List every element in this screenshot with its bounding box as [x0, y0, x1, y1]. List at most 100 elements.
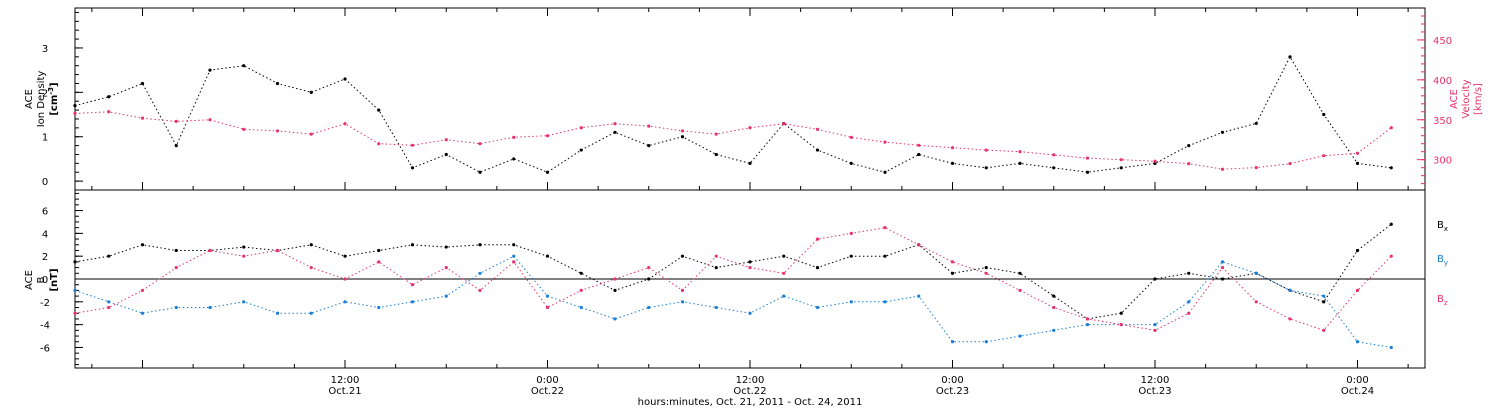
by-series-point [140, 311, 145, 315]
x-tick-time-label: 12:00 [331, 375, 360, 386]
by-series-point [984, 340, 988, 344]
bz-series [73, 226, 1393, 332]
bx-series-point [1119, 311, 1123, 315]
by-series-point [1085, 323, 1090, 327]
by-series-point [107, 300, 111, 304]
legend-bz: Bz [1437, 294, 1448, 307]
by-series-point [1153, 323, 1157, 327]
top-left-ticks: 0 1 2 3 [42, 11, 83, 191]
x-tick-time-label: 0:00 [1346, 375, 1368, 386]
by-series-point [748, 311, 752, 315]
bx-series-trace [74, 223, 1392, 320]
velocity-series-point [1153, 159, 1157, 163]
top-left-tick-label: 2 [42, 88, 48, 99]
legend-by: By [1437, 254, 1448, 267]
series-layer [73, 55, 1393, 350]
top-right-tick-label: 350 [1433, 116, 1452, 127]
bx-series-point [377, 248, 381, 253]
density-series-point [343, 77, 347, 81]
bx-series-point [343, 254, 347, 258]
bottom-left-ylabel-line1: ACE [24, 270, 35, 290]
by-series-point [883, 300, 887, 304]
bx-series-point [478, 243, 482, 247]
top-right-tick-label: 400 [1433, 76, 1452, 87]
bottom-left-tick-label: 4 [42, 229, 48, 240]
x-tick-time-label: 12:00 [1141, 375, 1170, 386]
velocity-series-point [545, 134, 550, 138]
by-series-point [1220, 260, 1225, 264]
by-series-point [410, 300, 415, 304]
velocity-series-point [849, 135, 853, 139]
velocity-series-point [917, 143, 921, 147]
x-tick-date-label: Oct.22 [531, 386, 564, 397]
top-left-ylabel-line1: ACE [24, 89, 35, 109]
x-tick-time-label: 0:00 [536, 375, 558, 386]
by-series-point [1254, 271, 1258, 275]
velocity-series-point [410, 143, 415, 147]
x-tick-date-label: Oct.21 [328, 386, 361, 397]
velocity-series-point [647, 124, 651, 128]
by-series-point [647, 305, 651, 310]
by-series-point [1018, 334, 1022, 338]
bx-series-point [883, 254, 887, 258]
bz-series-point [883, 226, 887, 230]
legend-bz-name: B [1437, 294, 1444, 305]
velocity-series-point [714, 132, 718, 136]
by-series-point [815, 305, 820, 310]
density-series-point [1018, 161, 1022, 165]
legend-bz-sub: z [1444, 299, 1448, 307]
legend-bx: Bx [1437, 220, 1448, 233]
velocity-series-point [1322, 154, 1326, 158]
bottom-left-tick-label: 0 [42, 275, 48, 286]
top-right-ylabel-line2: Velocity [1461, 79, 1472, 118]
velocity-series-point [107, 110, 111, 114]
velocity-series-point [579, 126, 583, 130]
bx-series-point [242, 245, 246, 249]
bottom-left-ticks: -6 -4 -2 0 2 4 6 [40, 192, 83, 366]
bz-series-trace [74, 227, 1392, 331]
velocity-series-point [1220, 167, 1225, 171]
velocity-series-point [343, 122, 347, 126]
velocity-series-point [782, 122, 786, 126]
by-series-point [1355, 340, 1360, 344]
velocity-series-point [680, 129, 685, 133]
by-series-point [714, 305, 718, 310]
x-tick-date-label: Oct.23 [1138, 386, 1171, 397]
bx-series-point [444, 245, 448, 249]
by-series-point [1322, 294, 1326, 298]
bottom-left-ylabel-line2: B [36, 276, 47, 283]
bottom-left-tick-label: 2 [42, 252, 48, 263]
by-series-point [1389, 345, 1393, 350]
bz-series-point [208, 248, 212, 253]
velocity-series-point [174, 119, 178, 123]
bx-series-point [107, 254, 111, 258]
velocity-series-point [242, 127, 246, 131]
density-series-point [242, 64, 246, 68]
velocity-series-point [208, 118, 212, 122]
by-series-point [208, 305, 212, 310]
top-right-tick-label: 300 [1433, 156, 1452, 167]
x-axis-title: hours:minutes, Oct. 21, 2011 - Oct. 24, … [638, 397, 863, 408]
bottom-left-ylabel: ACE B [nT] [24, 268, 60, 291]
bx-series-point [410, 243, 415, 247]
x-tick-date-label: Oct.22 [733, 386, 766, 397]
x-tick-time-label: 12:00 [736, 375, 765, 386]
density-series-point [714, 152, 718, 157]
top-right-ylabel: ACE Velocity [km/s] [1449, 79, 1484, 118]
density-series-point [917, 152, 921, 157]
bz-series-point [107, 305, 111, 310]
density-series-point [1389, 166, 1393, 170]
velocity-series-point [309, 132, 313, 136]
legend: Bx By Bz [1437, 220, 1448, 307]
unit-exponent: -3 [47, 87, 55, 95]
density-series-point [748, 161, 752, 165]
by-series-point [309, 311, 313, 315]
top-left-tick-label: 0 [42, 177, 48, 188]
velocity-series-point [1119, 158, 1123, 162]
by-series-point [1187, 300, 1191, 304]
velocity-series-trace [74, 111, 1392, 170]
top-right-tick-label: 450 [1433, 36, 1452, 47]
by-series-point [343, 300, 347, 304]
bx-series-point [1220, 277, 1225, 281]
